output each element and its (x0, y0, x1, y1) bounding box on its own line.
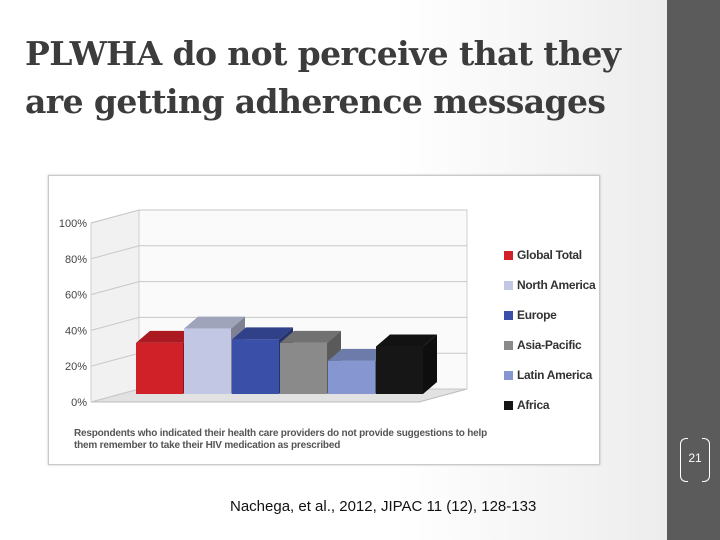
legend-item: Africa (504, 398, 595, 428)
citation: Nachega, et al., 2012, JIPAC 11 (12), 12… (230, 498, 537, 515)
bar-1 (184, 328, 231, 394)
bracket-left (680, 438, 688, 482)
chart-caption: Respondents who indicated their health c… (74, 428, 488, 451)
y-tick-label: 0% (71, 397, 87, 409)
legend-label: Global Total (517, 248, 582, 262)
chart-legend: Global Total North America Europe Asia-Paci… (504, 248, 596, 428)
legend-swatch (504, 341, 513, 350)
gridline (90, 281, 467, 296)
y-tick-label: 40% (65, 325, 87, 337)
page-number: 21 (688, 451, 702, 465)
bar-side (423, 334, 437, 394)
bar-top (280, 330, 341, 343)
legend-item: Europe (504, 308, 595, 338)
gridline (90, 209, 467, 224)
y-tick-label: 100% (59, 218, 87, 230)
bar-top (136, 330, 197, 343)
chart-side-wall (90, 209, 140, 403)
chart: 100% 80% 60% 40% 20% 0% Global Total North Ame… (48, 175, 600, 465)
gridline (90, 245, 467, 260)
bracket-right (702, 438, 710, 482)
bar-0 (136, 342, 183, 394)
side-bar (667, 0, 720, 540)
page-number-frame: 21 (680, 438, 710, 482)
legend-swatch (504, 251, 513, 260)
bar-top (376, 334, 437, 347)
y-tick-label: 60% (65, 290, 87, 302)
legend-label: Europe (517, 308, 557, 322)
slide-title: PLWHA do not perceive that they are gett… (25, 34, 621, 121)
legend-label: North America (517, 278, 596, 292)
bar-top (328, 348, 389, 361)
bar-top (184, 316, 245, 329)
legend-swatch (504, 311, 513, 320)
legend-swatch (504, 371, 513, 380)
y-tick-label: 80% (65, 254, 87, 266)
legend-label: Asia-Pacific (517, 338, 582, 352)
legend-item: Latin America (504, 368, 595, 398)
legend-item: Asia-Pacific (504, 338, 595, 368)
bar-2 (232, 339, 279, 394)
gridline (90, 316, 467, 331)
bar-4 (328, 360, 375, 394)
legend-swatch (504, 401, 513, 410)
legend-item: Global Total (504, 248, 595, 278)
legend-item: North America (504, 278, 596, 308)
y-tick-label: 20% (65, 361, 87, 373)
bar-3 (280, 342, 327, 394)
bar-top (232, 327, 293, 340)
bar-5 (376, 346, 423, 394)
legend-swatch (504, 281, 513, 290)
chart-plot: 100% 80% 60% 40% 20% 0% (59, 209, 468, 409)
legend-label: Africa (517, 398, 550, 412)
legend-label: Latin America (517, 368, 593, 382)
